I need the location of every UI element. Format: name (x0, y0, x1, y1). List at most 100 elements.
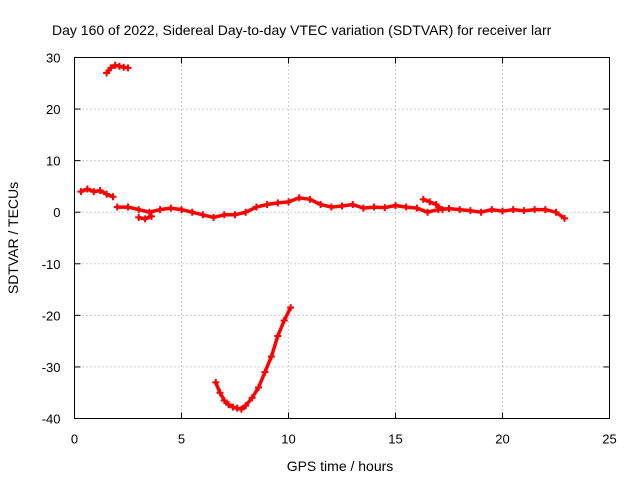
grid-lines (74, 57, 610, 419)
x-tick-label: 10 (281, 432, 295, 447)
data-point (248, 394, 256, 402)
data-point (466, 207, 474, 215)
data-point (456, 206, 464, 214)
data-point (381, 204, 389, 212)
data-point (124, 64, 132, 72)
x-tick-label: 15 (388, 432, 402, 447)
x-tick-label: 0 (71, 432, 78, 447)
series-line (213, 305, 293, 411)
data-point (83, 185, 91, 193)
data-point (392, 202, 399, 210)
data-point (419, 195, 427, 203)
data-point (220, 396, 228, 404)
data-point (488, 206, 496, 214)
data-point (212, 378, 220, 386)
data-point (188, 208, 196, 216)
axis-ticks (74, 57, 610, 419)
data-point (274, 199, 282, 207)
data-point (90, 188, 98, 196)
data-point (287, 304, 295, 312)
data-point (267, 353, 275, 361)
data-point (255, 384, 263, 392)
data-point (349, 200, 357, 208)
data-point (541, 206, 549, 214)
data-point (439, 206, 447, 214)
series-arc-early-positive (77, 185, 117, 201)
y-tick-label: -30 (42, 360, 61, 375)
x-tick-label: 5 (178, 432, 185, 447)
y-tick-label: 0 (53, 205, 60, 220)
data-point (424, 208, 432, 216)
data-point (338, 202, 346, 210)
data-point (295, 194, 303, 202)
data-point (210, 213, 218, 221)
y-tick-label: 10 (46, 154, 60, 169)
series-arc-deep (212, 304, 295, 413)
data-point (167, 204, 175, 212)
y-tick-label: 30 (46, 51, 60, 66)
data-point (229, 403, 237, 411)
data-point (242, 402, 250, 410)
data-point (561, 214, 569, 222)
data-point (413, 204, 421, 212)
data-point (135, 213, 143, 221)
data-point (552, 208, 560, 216)
series-arc-main (113, 194, 569, 222)
data-point (317, 200, 325, 208)
data-point (103, 69, 111, 77)
data-point (231, 211, 239, 219)
data-point (402, 203, 410, 211)
data-point (113, 203, 121, 211)
data-point (477, 208, 485, 216)
data-point (220, 211, 228, 219)
data-point (509, 206, 517, 214)
y-tick-label: -10 (42, 257, 61, 272)
data-point (445, 205, 453, 213)
x-tick-label: 25 (602, 432, 616, 447)
data-point (285, 198, 292, 206)
x-tick-labels: 0 5 10 15 20 25 (71, 432, 617, 447)
data-point (263, 200, 271, 208)
data-point (77, 188, 85, 196)
y-tick-labels: -40 -30 -20 -10 0 10 20 30 (42, 51, 61, 427)
data-point (103, 190, 111, 198)
data-point (280, 317, 288, 325)
data-point (111, 61, 119, 69)
series-arc-high (103, 61, 132, 77)
data-point (531, 206, 539, 214)
data-point (148, 212, 156, 220)
data-point (370, 203, 378, 211)
data-point (261, 368, 269, 376)
data-point (135, 206, 143, 214)
data-point (109, 193, 117, 201)
data-point (520, 207, 528, 215)
data-point (156, 206, 164, 214)
data-point (145, 208, 153, 216)
data-point (432, 200, 440, 208)
series-arc-small-dip (135, 212, 156, 223)
data-point (124, 203, 132, 211)
data-point (426, 198, 434, 206)
data-point (306, 195, 314, 203)
data-point (141, 215, 149, 223)
data-point (107, 64, 115, 72)
plot-frame (74, 57, 610, 419)
data-point (359, 204, 367, 212)
data-point (199, 211, 207, 219)
x-axis-title: GPS time / hours (287, 458, 394, 474)
data-point (499, 207, 506, 215)
data-point (242, 208, 250, 216)
y-tick-label: -40 (42, 412, 61, 427)
data-point (178, 206, 185, 214)
series-arc-bump (419, 195, 447, 214)
data-point (225, 401, 233, 409)
data-series (77, 61, 569, 413)
data-point (252, 203, 260, 211)
chart-title: Day 160 of 2022, Sidereal Day-to-day VTE… (52, 22, 552, 38)
series-line (421, 197, 445, 212)
data-point (327, 203, 335, 211)
data-point (237, 405, 245, 413)
y-axis-title: SDTVAR / TECUs (5, 182, 21, 294)
data-point (96, 187, 104, 195)
